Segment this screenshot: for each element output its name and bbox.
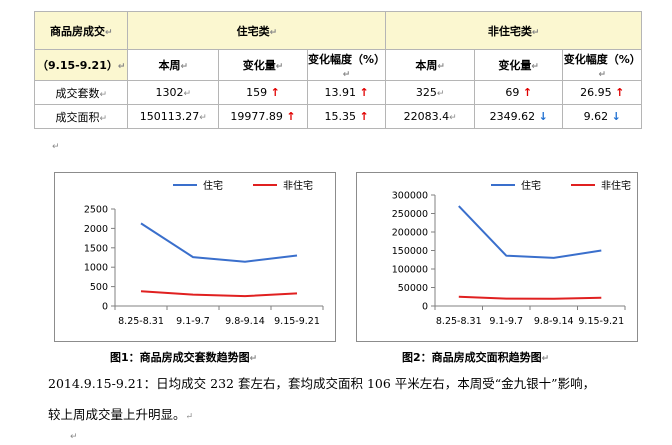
cell: 26.95 ↑ <box>562 80 642 105</box>
chart-1: 0 500 1000 1500 2000 2500 8.25-8.31 9.1-9.7 9.8-… <box>54 172 336 342</box>
legend-label: 住宅 <box>203 179 223 192</box>
y-tick-label: 2500 <box>84 205 108 216</box>
period-cell: （9.15-9.21）↵ <box>33 49 129 81</box>
cell: 15.35 ↑ <box>306 104 387 129</box>
up-arrow-icon: ↑ <box>359 110 369 123</box>
col-header: 本周↵ <box>385 49 475 81</box>
x-tick-label: 9.1-9.7 <box>489 316 523 327</box>
y-tick-label: 100000 <box>392 265 428 276</box>
col-header: 变化幅度（%）↵ <box>562 49 642 81</box>
series-line-nonresidential <box>458 295 602 300</box>
chart-1-svg: 0 500 1000 1500 2000 2500 8.25-8.31 9.1-9.7 9.8-… <box>84 179 324 327</box>
transaction-table: 商品房成交↵ 住宅类↵ 非住宅类↵ （9.15-9.21）↵ 本周↵ 变化量↵ … <box>33 11 642 129</box>
col-header: 变化量↵ <box>218 49 308 81</box>
y-tick-label: 250000 <box>392 209 428 220</box>
series-line-nonresidential <box>140 290 298 298</box>
y-tick-label: 1000 <box>84 263 108 274</box>
row-label: 成交面积↵ <box>33 104 129 129</box>
col-header: 变化幅度（%）↵ <box>306 49 387 81</box>
row-label: 成交套数↵ <box>33 80 129 105</box>
cell: 325↵ <box>385 80 475 105</box>
table-row: 成交面积↵ 150113.27↵ 19977.89 ↑ 15.35 ↑ 2208… <box>33 104 642 129</box>
cell: 1302↵ <box>127 80 220 105</box>
group-nonresidential: 非住宅类↵ <box>385 11 642 50</box>
y-tick-label: 1500 <box>84 243 108 254</box>
up-arrow-icon: ↑ <box>522 86 533 99</box>
cell: 13.91 ↑ <box>306 80 387 105</box>
up-arrow-icon: ↑ <box>270 86 280 99</box>
y-tick-label: 0 <box>102 302 108 313</box>
chart-2-caption: 图2：商品房成交面积趋势图↵ <box>402 351 550 364</box>
cell: 69 ↑ <box>473 80 564 105</box>
paragraph-mark: ↵ <box>70 432 78 442</box>
x-tick-label: 8.25-8.31 <box>118 316 164 327</box>
y-tick-label: 200000 <box>392 228 428 239</box>
col-header: 变化量↵ <box>473 49 564 81</box>
chart-2-svg: 0 50000 100000 150000 200000 250000 300000 8.25… <box>392 179 631 327</box>
down-arrow-icon: ↓ <box>538 110 548 123</box>
up-arrow-icon: ↑ <box>615 86 625 99</box>
cell: 150113.27↵ <box>127 104 220 129</box>
paragraph-mark: ↵ <box>52 142 60 152</box>
series-line-residential <box>140 222 298 263</box>
header-title-cell: 商品房成交↵ <box>33 11 129 50</box>
col-header: 本周↵ <box>127 49 220 81</box>
cell: 19977.89 ↑ <box>218 104 308 129</box>
series-line-residential <box>458 205 602 259</box>
cell: 22083.4↵ <box>385 104 475 129</box>
legend-label: 非住宅 <box>283 179 313 192</box>
y-tick-label: 50000 <box>398 283 428 294</box>
paragraph-line-1: 2014.9.15-9.21：日均成交 232 套左右，套均成交面积 106 平… <box>48 376 596 391</box>
cell: 159 ↑ <box>218 80 308 105</box>
down-arrow-icon: ↓ <box>611 110 621 123</box>
up-arrow-icon: ↑ <box>286 110 296 123</box>
x-tick-label: 9.1-9.7 <box>176 316 210 327</box>
x-tick-label: 9.8-9.14 <box>534 316 574 327</box>
cell: 9.62 ↓ <box>562 104 642 129</box>
x-tick-label: 9.15-9.21 <box>578 316 624 327</box>
chart-2: 0 50000 100000 150000 200000 250000 300000 8.25… <box>356 172 638 342</box>
x-tick-label: 8.25-8.31 <box>436 316 482 327</box>
paragraph-line-2: 较上周成交量上升明显。↵ <box>48 407 194 422</box>
chart-1-caption: 图1：商品房成交套数趋势图↵ <box>110 351 258 364</box>
y-tick-label: 0 <box>422 302 428 313</box>
y-tick-label: 500 <box>90 282 108 293</box>
table-row: 成交套数↵ 1302↵ 159 ↑ 13.91 ↑ 325↵ 69 ↑ 26.9… <box>33 80 642 105</box>
x-tick-label: 9.15-9.21 <box>274 316 320 327</box>
y-tick-label: 150000 <box>392 246 428 257</box>
x-tick-label: 9.8-9.14 <box>225 316 265 327</box>
legend-label: 非住宅 <box>601 179 631 192</box>
up-arrow-icon: ↑ <box>359 86 369 99</box>
y-tick-label: 2000 <box>84 224 108 235</box>
cell: 2349.62 ↓ <box>473 104 564 129</box>
group-residential: 住宅类↵ <box>127 11 387 50</box>
legend-label: 住宅 <box>521 179 541 192</box>
y-tick-label: 300000 <box>392 191 428 202</box>
